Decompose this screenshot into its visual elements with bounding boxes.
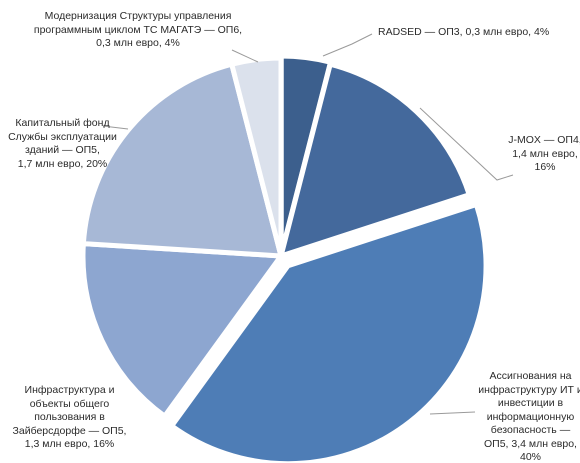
- leader-lines: [102, 33, 514, 415]
- pie-slice-modern: [229, 55, 284, 259]
- slice-label-capfund: Капитальный фонд Службы эксплуатации зда…: [8, 117, 117, 170]
- slice-label-radsed: RADSED — ОП3, 0,3 млн евро, 4%: [378, 26, 550, 38]
- slice-label-it: Ассигнования на инфраструктуру ИТ и инве…: [478, 370, 580, 463]
- pie-slice-capfund: [80, 61, 284, 259]
- slice-label-infra: Инфраструктура и объекты общего пользова…: [12, 384, 127, 450]
- leader-line-radsed: [322, 33, 373, 57]
- pie-slice-jmox: [278, 61, 472, 259]
- leader-line-capfund: [102, 125, 129, 130]
- leader-line-jmox: [419, 107, 514, 181]
- leader-line-it: [429, 411, 476, 415]
- pie-slices: [80, 53, 489, 463]
- leader-line-modern: [231, 49, 259, 63]
- pie-slice-infra: [80, 241, 284, 419]
- slice-label-modern: Модернизация Структуры управления програ…: [33, 10, 243, 49]
- slice-label-jmox: J-MOX — ОП4, 1,4 млн евро, 16%: [508, 134, 580, 173]
- pie-slice-it: [169, 202, 489, 463]
